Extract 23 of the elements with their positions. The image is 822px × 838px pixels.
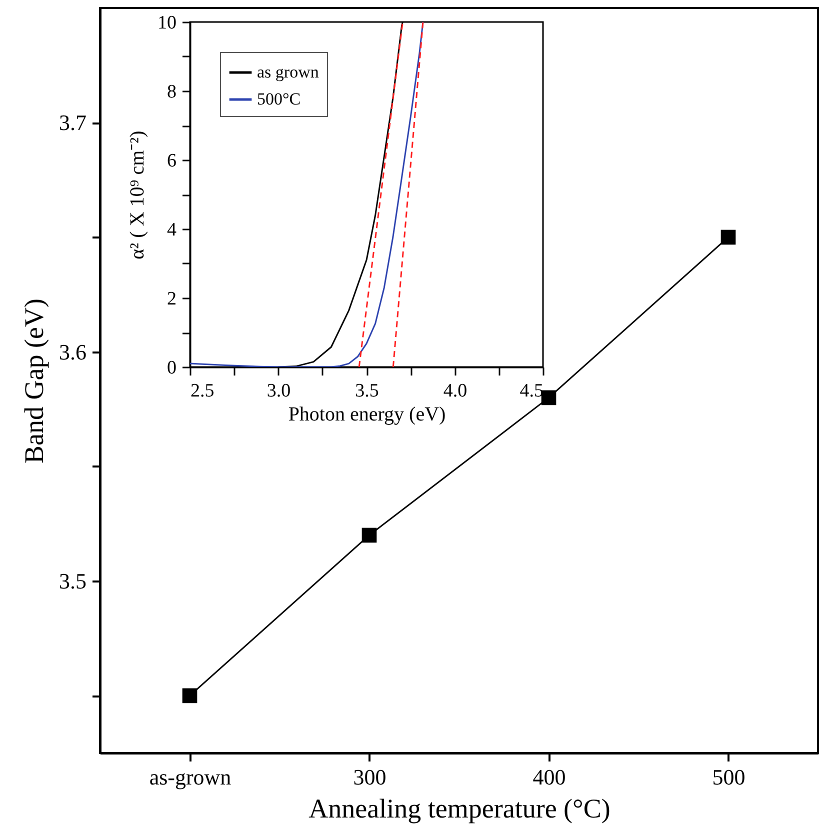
- y-tick-label: 3.7: [59, 110, 86, 136]
- legend-label: 500°C: [257, 90, 301, 108]
- y-tick-label: 6: [167, 150, 176, 172]
- x-tick-label: 3.5: [355, 380, 379, 402]
- y-tick-label: 4: [167, 220, 177, 240]
- x-tick-label: 3.0: [266, 380, 291, 402]
- y-tick-label: 10: [158, 12, 176, 34]
- y-tick-label: 2: [167, 288, 176, 310]
- y-axis-title: α² ( X 10⁹ cm⁻²): [126, 130, 148, 260]
- y-tick-label: 3.5: [59, 568, 86, 594]
- y-tick-label: 3.6: [59, 339, 86, 364]
- x-tick-label: as-grown: [149, 764, 232, 790]
- x-axis-title: Annealing temperature (°C): [308, 794, 610, 824]
- x-tick-label: 2.5: [190, 380, 214, 402]
- legend-label: as grown: [257, 62, 320, 82]
- y-tick-label: 0: [167, 358, 176, 378]
- x-tick-label: 4.0: [443, 380, 468, 402]
- x-tick-label: 300: [353, 764, 386, 790]
- y-axis-title: Band Gap (eV): [19, 298, 49, 464]
- x-tick-label: 500: [712, 764, 746, 790]
- x-axis-title: Photon energy (eV): [288, 404, 446, 426]
- y-tick-label: 8: [167, 82, 176, 102]
- x-tick-label: 400: [532, 764, 566, 790]
